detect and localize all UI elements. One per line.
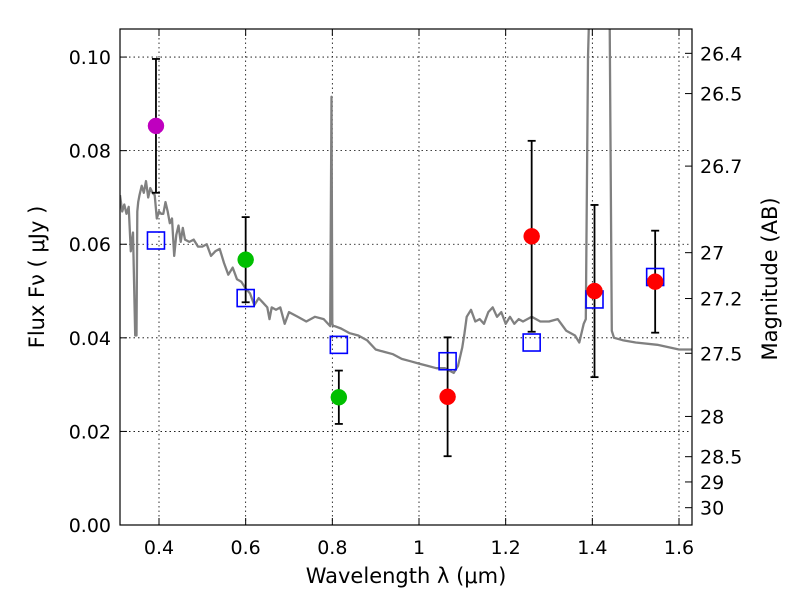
y-tick-labels: 0.00 0.02 0.04 0.06 0.08 0.10 [69, 47, 111, 537]
observed-point [147, 117, 165, 135]
model-photometry-square [522, 333, 541, 352]
y-tick-label: 0.08 [69, 141, 111, 163]
grid-lines [120, 29, 692, 526]
observed-point [523, 228, 540, 245]
model-photometry-square [329, 335, 349, 355]
x-tick-label: 0.8 [317, 537, 347, 559]
model-photometry-square [236, 288, 255, 308]
observed-point [330, 389, 348, 406]
observed-point [439, 388, 456, 406]
x-tick-label: 1.6 [664, 537, 694, 559]
magnitude-tick-label: 28.5 [700, 447, 742, 469]
magnitude-tick-label: 26.4 [700, 43, 742, 65]
y-tick-label: 0.06 [69, 234, 111, 256]
magnitude-tick-label: 26.7 [700, 156, 742, 178]
x-tick-label: 0.4 [144, 537, 174, 559]
x-tick-label: 1.4 [577, 537, 607, 559]
x-axis-label: Wavelength λ (μm) [306, 564, 507, 588]
x-tick-labels: 0.4 0.6 0.8 1 1.2 1.4 1.6 [144, 537, 694, 559]
right-axis-label: Magnitude (AB) [758, 197, 782, 360]
y-tick-label: 0.02 [69, 421, 111, 443]
y-tick-label: 0.00 [69, 515, 111, 537]
x-tick-label: 0.6 [231, 537, 261, 559]
magnitude-tick-label: 29 [700, 472, 724, 494]
axis-ticks [120, 29, 692, 526]
x-tick-label: 1.2 [491, 537, 521, 559]
magnitude-tick-label: 27 [700, 243, 724, 265]
model-spectrum-line [120, 29, 692, 375]
y-tick-label: 0.04 [69, 328, 111, 350]
observed-point [586, 282, 603, 300]
magnitude-tick-label: 26.5 [700, 84, 742, 106]
observed-point [237, 251, 254, 268]
y-axis-label: Flux Fν ( μJy ) [25, 206, 49, 349]
model-photometry-square [438, 351, 457, 371]
x-tick-label: 1 [413, 537, 425, 559]
error-bars [151, 58, 660, 458]
observed-photometry-points [147, 117, 664, 406]
magnitude-tick-labels: 26.4 26.5 26.7 27 27.2 27.5 28 28.5 29 30 [700, 43, 742, 519]
plot-frame [119, 28, 693, 526]
observed-point [646, 273, 664, 290]
y-tick-label: 0.10 [69, 47, 111, 69]
magnitude-tick-label: 27.5 [700, 343, 742, 365]
magnitude-tick-label: 30 [700, 498, 724, 520]
magnitude-tick-label: 28 [700, 406, 724, 428]
model-photometry-squares [146, 231, 665, 371]
magnitude-tick-label: 27.2 [700, 289, 742, 311]
model-photometry-square [146, 231, 166, 250]
